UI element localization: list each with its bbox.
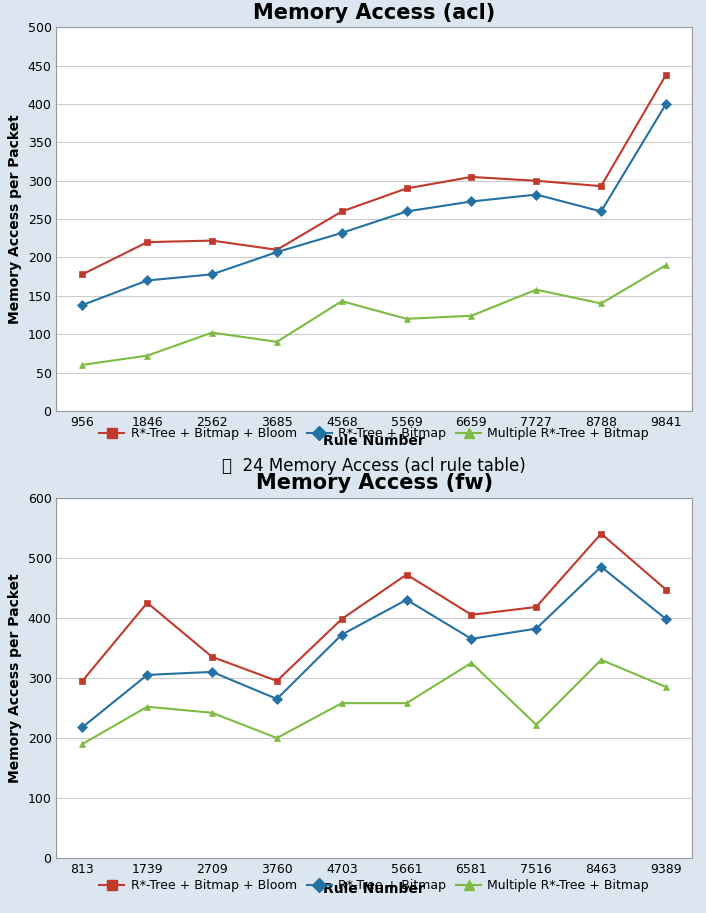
- Title: Memory Access (acl): Memory Access (acl): [253, 3, 496, 23]
- X-axis label: Rule Number: Rule Number: [323, 435, 425, 448]
- X-axis label: Rule Number: Rule Number: [323, 882, 425, 896]
- Legend: R*-Tree + Bitmap + Bloom, R*-Tree + Bitmap, Multiple R*-Tree + Bitmap: R*-Tree + Bitmap + Bloom, R*-Tree + Bitm…: [95, 874, 654, 897]
- Y-axis label: Memory Access per Packet: Memory Access per Packet: [8, 573, 22, 782]
- Title: Memory Access (fw): Memory Access (fw): [256, 473, 493, 493]
- Legend: R*-Tree + Bitmap + Bloom, R*-Tree + Bitmap, Multiple R*-Tree + Bitmap: R*-Tree + Bitmap + Bloom, R*-Tree + Bitm…: [95, 422, 654, 446]
- Y-axis label: Memory Access per Packet: Memory Access per Packet: [8, 114, 22, 324]
- Text: 圖  24 Memory Access (acl rule table): 圖 24 Memory Access (acl rule table): [222, 456, 526, 475]
